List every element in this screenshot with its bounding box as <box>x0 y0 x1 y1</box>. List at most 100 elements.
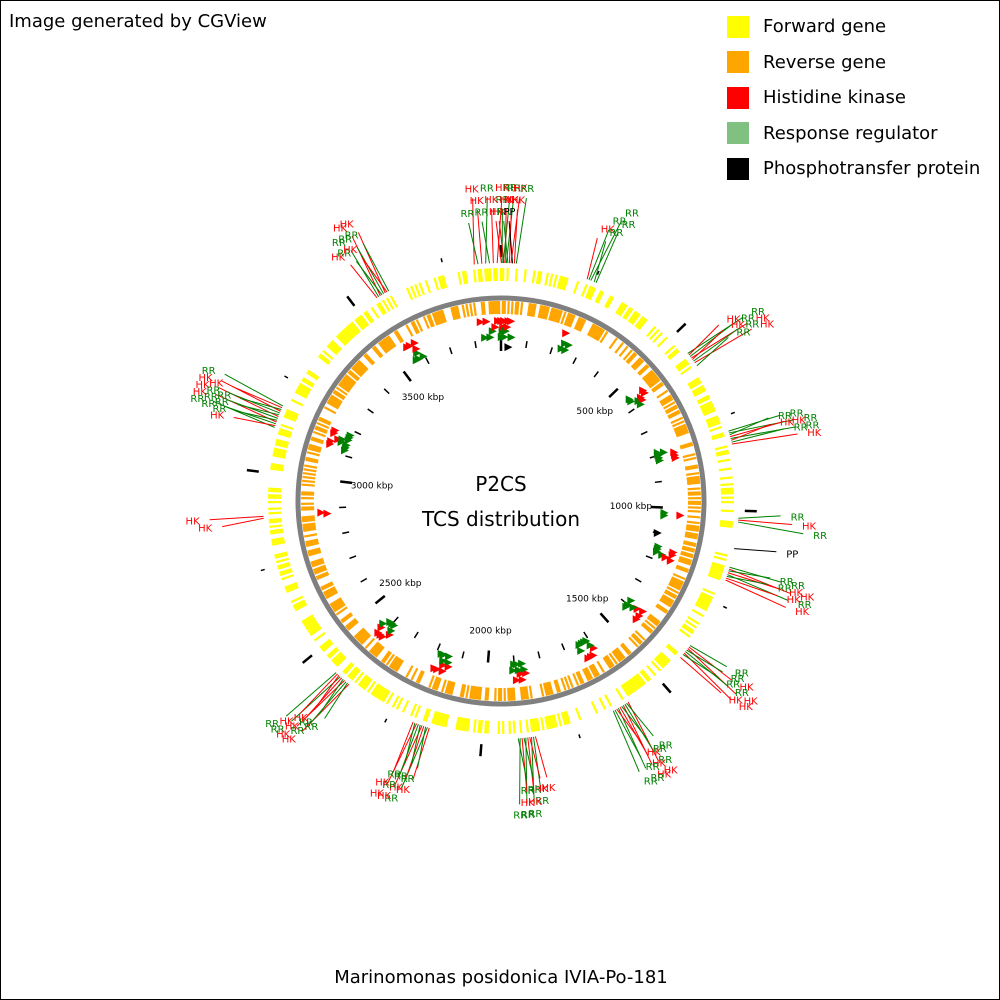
reverse-gene <box>355 362 367 374</box>
feature-label-rr: RR <box>345 231 359 242</box>
feature-callout-line <box>534 736 548 778</box>
feature-label-rr: RR <box>384 794 398 805</box>
forward-gene <box>290 595 304 604</box>
reverse-gene <box>428 313 435 327</box>
forward-gene <box>646 325 657 338</box>
reverse-gene <box>301 517 315 521</box>
feature-label-rr: RR <box>535 796 549 807</box>
reverse-gene <box>683 456 697 462</box>
forward-gene <box>307 623 320 633</box>
forward-gene <box>572 280 580 294</box>
forward-gene <box>437 712 444 726</box>
forward-gene-track <box>267 268 735 734</box>
forward-gene <box>306 621 319 631</box>
reverse-gene <box>492 301 495 315</box>
reverse-gene <box>612 649 623 662</box>
reverse-gene <box>593 327 602 340</box>
reverse-gene <box>377 342 388 354</box>
feature-callout-line <box>300 673 338 714</box>
forward-gene <box>279 567 293 575</box>
forward-gene <box>622 683 632 696</box>
feature-label-rr: RR <box>190 394 204 405</box>
reverse-gene <box>446 680 453 695</box>
reverse-gene <box>415 319 424 332</box>
feature-label-rr: RR <box>520 184 534 195</box>
reverse-gene <box>541 305 547 319</box>
reverse-gene <box>302 526 316 531</box>
feature-marker-hk <box>676 511 685 520</box>
forward-gene <box>268 489 282 493</box>
forward-gene <box>627 310 638 323</box>
forward-gene <box>544 716 550 730</box>
forward-gene <box>385 297 395 310</box>
feature-label-rr: RR <box>658 755 672 766</box>
reverse-gene <box>590 664 599 677</box>
feature-marker-hk <box>518 675 527 684</box>
forward-gene <box>711 561 725 568</box>
forward-gene <box>301 614 314 623</box>
feature-label-hk: HK <box>780 418 795 429</box>
forward-gene <box>707 573 721 581</box>
scale-tick <box>354 430 362 436</box>
forward-gene <box>617 303 626 316</box>
reverse-gene <box>526 302 531 317</box>
legend-label-forward-gene: Forward gene <box>763 16 887 38</box>
feature-marker-hk <box>491 323 500 332</box>
scale-tick <box>461 651 465 659</box>
forward-gene <box>620 684 630 697</box>
feature-callout-line <box>624 703 654 751</box>
forward-gene <box>636 317 647 329</box>
reverse-gene <box>670 416 684 425</box>
forward-gene <box>615 687 624 701</box>
feature-label-rr: RR <box>201 399 215 410</box>
reverse-gene <box>539 305 545 319</box>
scale-tick <box>345 455 353 459</box>
feature-label-hk: HK <box>389 783 404 794</box>
feature-marker-hk <box>503 323 512 332</box>
feature-callout-line <box>694 328 752 364</box>
reverse-gene <box>368 641 380 653</box>
legend-item-reverse-gene: Reverse gene <box>727 45 980 81</box>
reverse-gene <box>370 642 381 654</box>
feature-label-rr: RR <box>794 422 808 433</box>
reverse-gene <box>476 686 481 700</box>
forward-gene <box>586 286 595 300</box>
feature-label-rr: RR <box>271 725 285 736</box>
feature-label-hk: HK <box>731 320 746 331</box>
forward-gene <box>439 275 446 289</box>
reverse-gene <box>591 326 600 339</box>
feature-callout-line <box>738 515 781 519</box>
forward-gene <box>707 421 721 429</box>
reverse-gene <box>440 309 447 323</box>
feature-label-hk: HK <box>505 195 520 206</box>
reverse-gene <box>648 613 661 624</box>
feature-label-rr: RR <box>528 785 542 796</box>
forward-gene <box>271 539 285 544</box>
forward-gene <box>650 660 662 672</box>
scale-tick <box>360 577 368 583</box>
reverse-gene <box>514 301 518 315</box>
forward-gene <box>418 282 426 296</box>
scale-tick <box>425 357 430 365</box>
forward-gene <box>713 555 727 562</box>
forward-gene <box>372 684 382 697</box>
reverse-gene <box>521 686 526 700</box>
forward-gene <box>691 384 705 394</box>
forward-gene <box>706 417 720 425</box>
forward-gene <box>631 313 641 325</box>
reverse-gene <box>549 307 556 322</box>
reverse-gene <box>687 481 701 485</box>
feature-label-rr: RR <box>813 531 827 542</box>
feature-label-rr: RR <box>332 238 346 249</box>
forward-gene <box>720 489 734 493</box>
reverse-gene <box>315 571 329 579</box>
reverse-gene <box>301 515 315 519</box>
feature-label-rr: RR <box>735 669 749 680</box>
feature-label-hk: HK <box>789 588 804 599</box>
reverse-gene <box>628 636 639 648</box>
forward-gene <box>268 487 282 491</box>
reverse-gene <box>591 663 600 676</box>
reverse-gene <box>528 685 533 699</box>
reverse-gene <box>630 357 642 368</box>
